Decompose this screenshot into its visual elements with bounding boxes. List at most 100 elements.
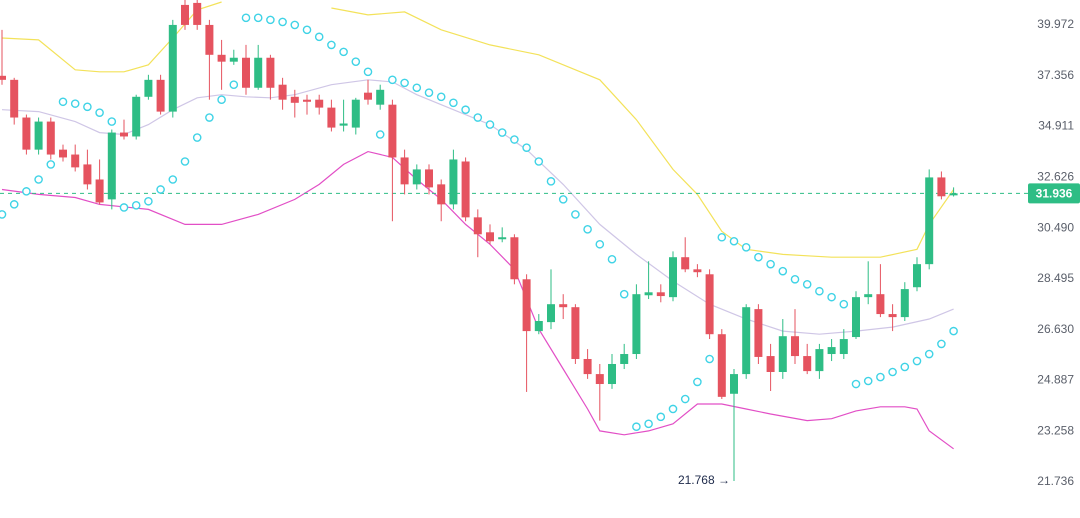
candle-body	[583, 358, 592, 375]
candle-body	[376, 89, 385, 105]
candle-body	[412, 169, 421, 185]
candle-body	[193, 2, 202, 25]
candle-body	[315, 99, 324, 108]
candle-body	[595, 374, 604, 385]
candle-body	[839, 339, 848, 355]
candle-body	[559, 304, 568, 308]
candle-body	[10, 79, 19, 118]
sar-dot	[58, 97, 68, 107]
candle-body	[364, 92, 372, 100]
sar-dot	[546, 177, 556, 186]
sar-dot	[339, 47, 348, 57]
sar-dot	[412, 83, 422, 93]
sar-dot	[827, 292, 836, 302]
sar-dot	[766, 259, 775, 269]
sar-dot	[778, 266, 788, 276]
candle-body	[620, 354, 629, 364]
candle-body	[632, 294, 641, 355]
sar-dot	[351, 57, 361, 66]
sar-dot	[473, 113, 483, 122]
candle-body	[717, 334, 726, 397]
candle-body	[888, 314, 897, 318]
candle-body	[242, 57, 250, 88]
sar-dot	[0, 210, 7, 219]
y-tick-label: 28.495	[1037, 271, 1074, 285]
sar-dot	[900, 362, 910, 372]
candle-body	[71, 154, 80, 168]
candle-body	[852, 297, 860, 338]
sar-dot	[119, 203, 129, 212]
sar-dot	[9, 200, 19, 209]
sar-dot	[241, 13, 251, 23]
candle-body	[644, 292, 653, 296]
y-tick-label: 37.356	[1037, 68, 1074, 82]
sar-dot	[802, 280, 812, 289]
sar-dot	[937, 339, 946, 349]
sar-dot	[741, 242, 751, 252]
candle-body	[937, 177, 946, 197]
candle-body	[498, 237, 507, 240]
candle-body	[803, 356, 812, 372]
candle-body	[266, 57, 275, 88]
sar-dot	[388, 75, 397, 85]
sar-dot	[790, 274, 800, 284]
sar-dot	[863, 376, 873, 386]
sar-dot	[924, 349, 934, 359]
sar-dot	[180, 157, 190, 166]
min-label: 21.768 →	[678, 473, 730, 487]
sar-dot	[22, 187, 31, 196]
candle-body	[742, 307, 751, 375]
candle-body	[681, 257, 690, 270]
candle-body	[669, 257, 677, 298]
sar-dot	[205, 113, 214, 122]
candle-body	[46, 121, 55, 155]
sar-dot	[949, 326, 958, 336]
candle-body	[522, 279, 531, 332]
sar-dot	[217, 95, 226, 104]
sar-dot	[668, 404, 678, 414]
sar-dot	[729, 236, 739, 246]
candle-body	[876, 294, 885, 315]
y-tick-label: 21.736	[1037, 474, 1074, 488]
candle-body	[656, 292, 665, 297]
sar-dot	[168, 175, 178, 184]
candle-body	[107, 132, 116, 200]
candle-body	[547, 304, 555, 323]
sar-dot	[400, 78, 409, 88]
sar-dot	[693, 377, 702, 387]
sar-dot	[144, 196, 153, 206]
candle-body	[303, 99, 311, 102]
sar-dot	[607, 254, 617, 264]
sar-dot	[436, 92, 446, 102]
candle-body	[693, 269, 702, 273]
sar-dot	[95, 108, 104, 117]
sar-dot	[851, 379, 861, 389]
sar-dot	[278, 17, 287, 27]
sar-dot	[705, 354, 714, 364]
sar-dot	[46, 160, 56, 169]
candle-body	[22, 117, 31, 150]
candle-body	[400, 157, 409, 185]
candle-body	[156, 79, 165, 112]
sar-dot	[107, 117, 117, 126]
sar-dot	[522, 143, 531, 152]
candle-body	[0, 75, 6, 80]
sar-dot	[363, 67, 373, 77]
sar-dot	[192, 133, 202, 142]
candle-body	[144, 79, 153, 97]
sar-dot	[266, 15, 275, 25]
sar-dot	[656, 412, 666, 422]
sar-dot	[253, 13, 263, 23]
sar-dot	[314, 32, 324, 42]
candle-body	[705, 274, 714, 335]
candle-body	[327, 107, 336, 128]
sar-dot	[534, 157, 544, 166]
candle-body	[205, 24, 214, 55]
sar-dot	[644, 419, 653, 429]
candle-body	[388, 104, 397, 158]
candle-body	[449, 159, 458, 205]
sar-dot	[302, 25, 312, 35]
candle-body	[290, 96, 299, 103]
sar-dot	[34, 175, 43, 184]
y-tick-label: 32.626	[1037, 169, 1074, 183]
